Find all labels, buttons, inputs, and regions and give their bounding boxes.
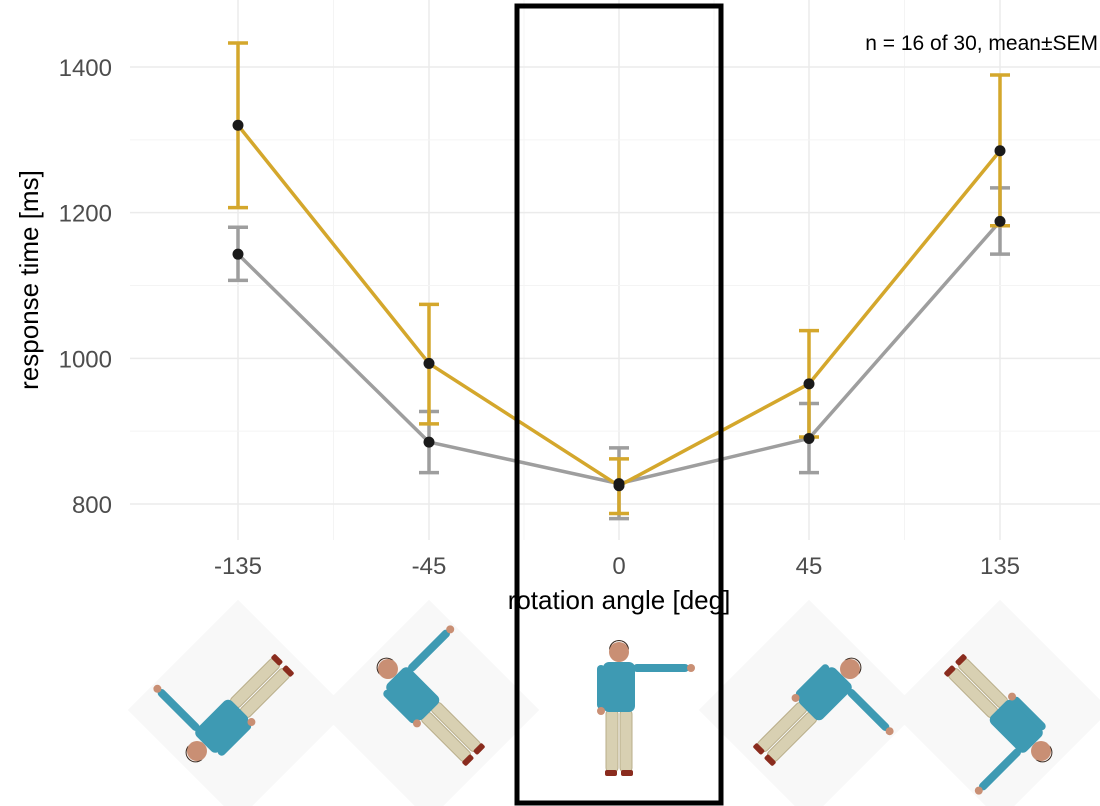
figure-arm-left <box>597 665 605 709</box>
figure-hair <box>376 657 394 675</box>
data-point-1-0 <box>232 119 244 131</box>
figure-arm-left <box>217 722 252 756</box>
figure-shoe-left <box>462 754 474 766</box>
grid-lines <box>130 0 1100 540</box>
figure-torso <box>603 662 635 712</box>
figure-hand-left <box>247 718 256 727</box>
figure-hair <box>185 745 203 763</box>
figure-leg-right <box>619 709 633 773</box>
y-tick-label-1: 1000 <box>59 346 112 373</box>
figure-shoe-right <box>621 770 633 776</box>
figure-arm-right <box>979 748 1021 791</box>
figure-hand-right <box>446 625 455 634</box>
figure-arm-right <box>157 689 200 731</box>
figure-hair <box>1035 745 1053 763</box>
y-tick-label-0: 800 <box>72 492 112 519</box>
figure-hand-left <box>791 693 800 702</box>
x-tick-label-1: -45 <box>412 553 447 580</box>
figure-hair <box>844 657 862 675</box>
y-tick-label-2: 1200 <box>59 201 112 228</box>
figure-torso <box>798 667 852 721</box>
figure-arm-left <box>383 689 417 724</box>
data-point-0-0 <box>232 248 244 260</box>
figure-shoe-left <box>605 770 617 776</box>
data-point-1-2 <box>613 480 625 492</box>
figure-arm-left <box>1012 696 1046 731</box>
figure-head <box>377 658 398 679</box>
figure-head <box>186 741 207 762</box>
figure-head <box>1031 741 1052 762</box>
avatar-figure-3 <box>753 657 894 766</box>
figure-hand-left <box>597 707 605 715</box>
data-point-0-4 <box>994 215 1006 227</box>
figure-arm-left <box>795 664 830 698</box>
figure-torso <box>989 699 1043 753</box>
y-axis-title: response time [ms] <box>14 170 44 390</box>
data-point-0-1 <box>423 436 435 448</box>
avatar-figure-1 <box>376 625 485 766</box>
figure-shoe-left <box>282 665 294 677</box>
highlight-frame <box>514 3 724 806</box>
figure-shoe-right <box>944 665 956 677</box>
avatar-figure-0 <box>153 654 294 763</box>
x-tick-label-0: -135 <box>214 553 262 580</box>
avatar-figure-4 <box>944 654 1053 795</box>
data-series <box>228 41 1010 521</box>
figure-head <box>609 642 629 662</box>
figure-arm-right <box>847 689 890 731</box>
x-tick-label-3: 45 <box>796 553 823 580</box>
avatar-figure-2 <box>597 640 695 776</box>
figure-arm-right <box>408 629 450 672</box>
y-tick-label-3: 1400 <box>59 55 112 82</box>
x-axis-title: rotation angle [deg] <box>508 585 731 615</box>
figure-torso <box>386 667 440 721</box>
figure-shoe-left <box>753 743 765 755</box>
figure-hand-right <box>687 664 695 672</box>
x-tick-label-4: 135 <box>980 553 1020 580</box>
figure-hand-right <box>885 727 894 736</box>
figure-hand-left <box>412 719 421 728</box>
chart-annotation: n = 16 of 30, mean±SEM <box>865 32 1098 55</box>
figure-shoe-right <box>271 654 283 666</box>
figure-hand-left <box>1008 692 1017 701</box>
figure-leg-left <box>605 709 619 773</box>
figure-head <box>840 658 861 679</box>
figure-hand-right <box>153 684 162 693</box>
figure-arm-right <box>633 664 689 672</box>
data-point-1-1 <box>423 357 435 369</box>
figure-shoe-right <box>473 743 485 755</box>
figure-torso <box>195 699 249 753</box>
avatar-figures <box>127 599 1100 806</box>
figure-shoe-left <box>955 654 967 666</box>
data-point-0-3 <box>803 432 815 444</box>
x-tick-labels: -135 -45 0 45 135 <box>214 553 1020 580</box>
data-point-1-4 <box>994 145 1006 157</box>
figure-hand-right <box>974 786 983 795</box>
figure-hair <box>609 640 629 650</box>
y-tick-labels: 800 1000 1200 1400 <box>59 55 112 519</box>
figure-shoe-right <box>764 754 776 766</box>
x-tick-label-2: 0 <box>612 553 625 580</box>
data-point-1-3 <box>803 378 815 390</box>
